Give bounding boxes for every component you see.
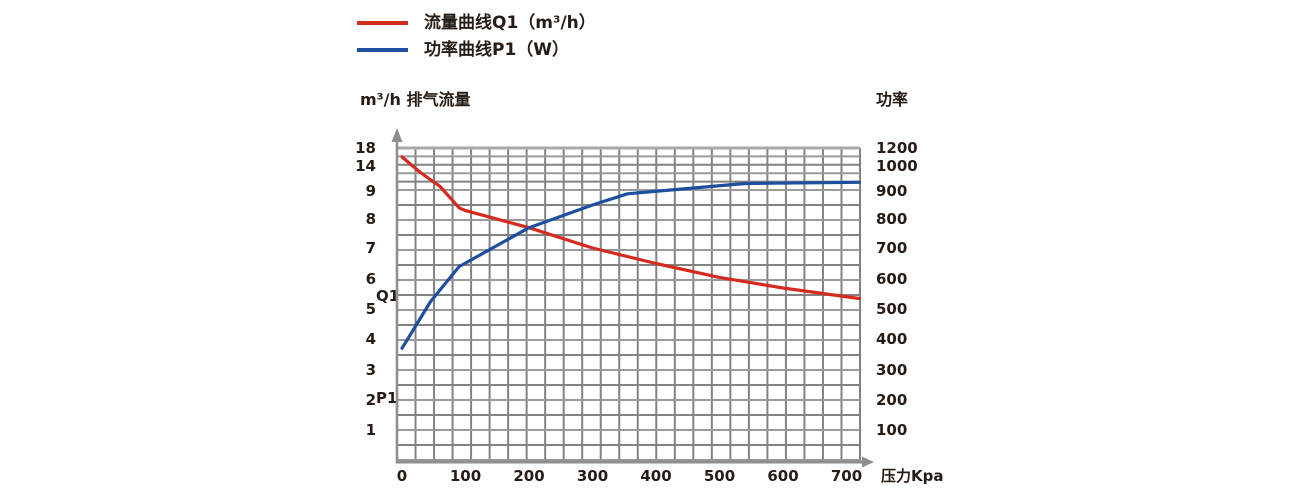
x-tick-label: 0	[396, 467, 408, 485]
x-tick-label: 700	[830, 467, 863, 485]
curve-p1	[400, 180, 861, 350]
y-left-tick-label: 1	[365, 421, 376, 439]
x-tick-label: 600	[767, 467, 799, 485]
y-left-tick-label: 9	[365, 182, 376, 200]
y-left-tick-label: 14	[355, 157, 376, 175]
curve-label-p1: P1	[376, 389, 398, 407]
x-axis-title: 压力Kpa	[881, 467, 944, 485]
y-right-tick-label: 700	[876, 239, 908, 257]
x-tick-label: 200	[513, 467, 545, 485]
x-tick-label: 400	[640, 467, 672, 485]
y-right-axis-title: 功率	[876, 90, 909, 109]
y-axis-arrow-icon	[391, 128, 403, 142]
x-tick-label: 100	[449, 467, 482, 485]
legend-label-q1: 流量曲线Q1（m³/h）	[424, 13, 596, 33]
y-left-tick-label: 6	[365, 270, 376, 288]
y-right-tick-label: 500	[876, 300, 908, 318]
curve-label-q1: Q1	[376, 287, 400, 305]
legend-label-p1: 功率曲线P1（W）	[424, 40, 570, 60]
legend-line-p1-swatch	[357, 48, 408, 52]
x-axis-arrow-icon	[862, 456, 874, 468]
y-left-tick-label: 3	[365, 361, 376, 379]
y-right-tick-label: 800	[876, 210, 908, 228]
x-tick-label: 300	[576, 467, 609, 485]
y-left-tick-label: 4	[365, 330, 376, 348]
y-left-tick-label: 8	[365, 210, 376, 228]
y-right-tick-label: 300	[876, 361, 908, 379]
y-right-tick-label: 1000	[876, 157, 918, 175]
y-right-tick-label: 400	[876, 330, 908, 348]
y-left-tick-label: 5	[365, 300, 376, 318]
y-left-tick-label: 2	[365, 391, 376, 409]
y-right-tick-label: 900	[876, 182, 908, 200]
x-tick-label: 500	[703, 467, 736, 485]
y-left-axis-title: m³/h 排气流量	[360, 90, 471, 109]
y-left-tick-label: 18	[355, 139, 376, 157]
legend-line-q1-swatch	[357, 21, 408, 25]
y-right-tick-label: 600	[876, 270, 908, 288]
y-right-tick-label: 1200	[876, 139, 918, 157]
y-left-tick-label: 7	[365, 239, 376, 257]
y-right-tick-label: 200	[876, 391, 908, 409]
y-right-tick-label: 100	[876, 421, 908, 439]
